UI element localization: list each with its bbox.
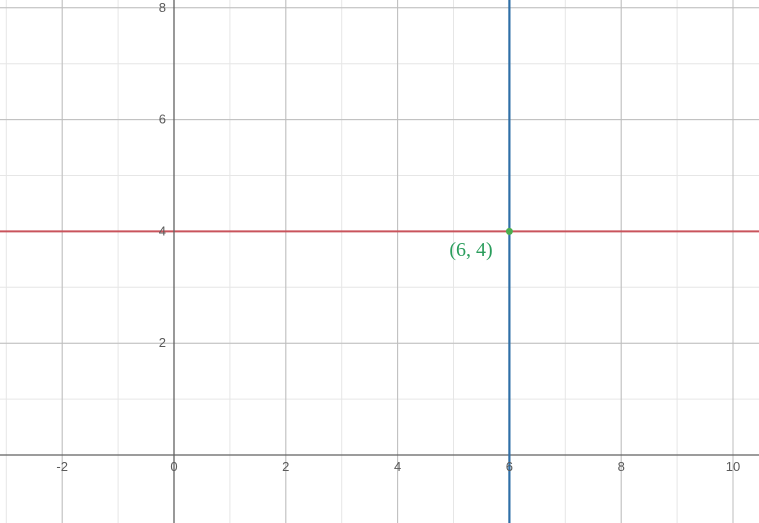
y-tick-label: 4 [159, 223, 166, 238]
x-tick-label: 0 [170, 459, 177, 474]
grid-svg: -2 0 2 4 6 8 10 2 4 6 8 [0, 0, 759, 523]
cartesian-plane: -2 0 2 4 6 8 10 2 4 6 8 (6, 4) [0, 0, 759, 523]
x-tick-label: 6 [506, 459, 513, 474]
x-tick-label: 2 [282, 459, 289, 474]
y-tick-label: 8 [159, 0, 166, 15]
x-tick-label: 8 [618, 459, 625, 474]
x-tick-label: -2 [56, 459, 68, 474]
intersection-point [506, 228, 513, 235]
y-tick-label: 2 [159, 335, 166, 350]
y-tick-label: 6 [159, 112, 166, 127]
x-tick-label: 4 [394, 459, 401, 474]
x-tick-label: 10 [726, 459, 740, 474]
point-label: (6, 4) [449, 239, 492, 262]
